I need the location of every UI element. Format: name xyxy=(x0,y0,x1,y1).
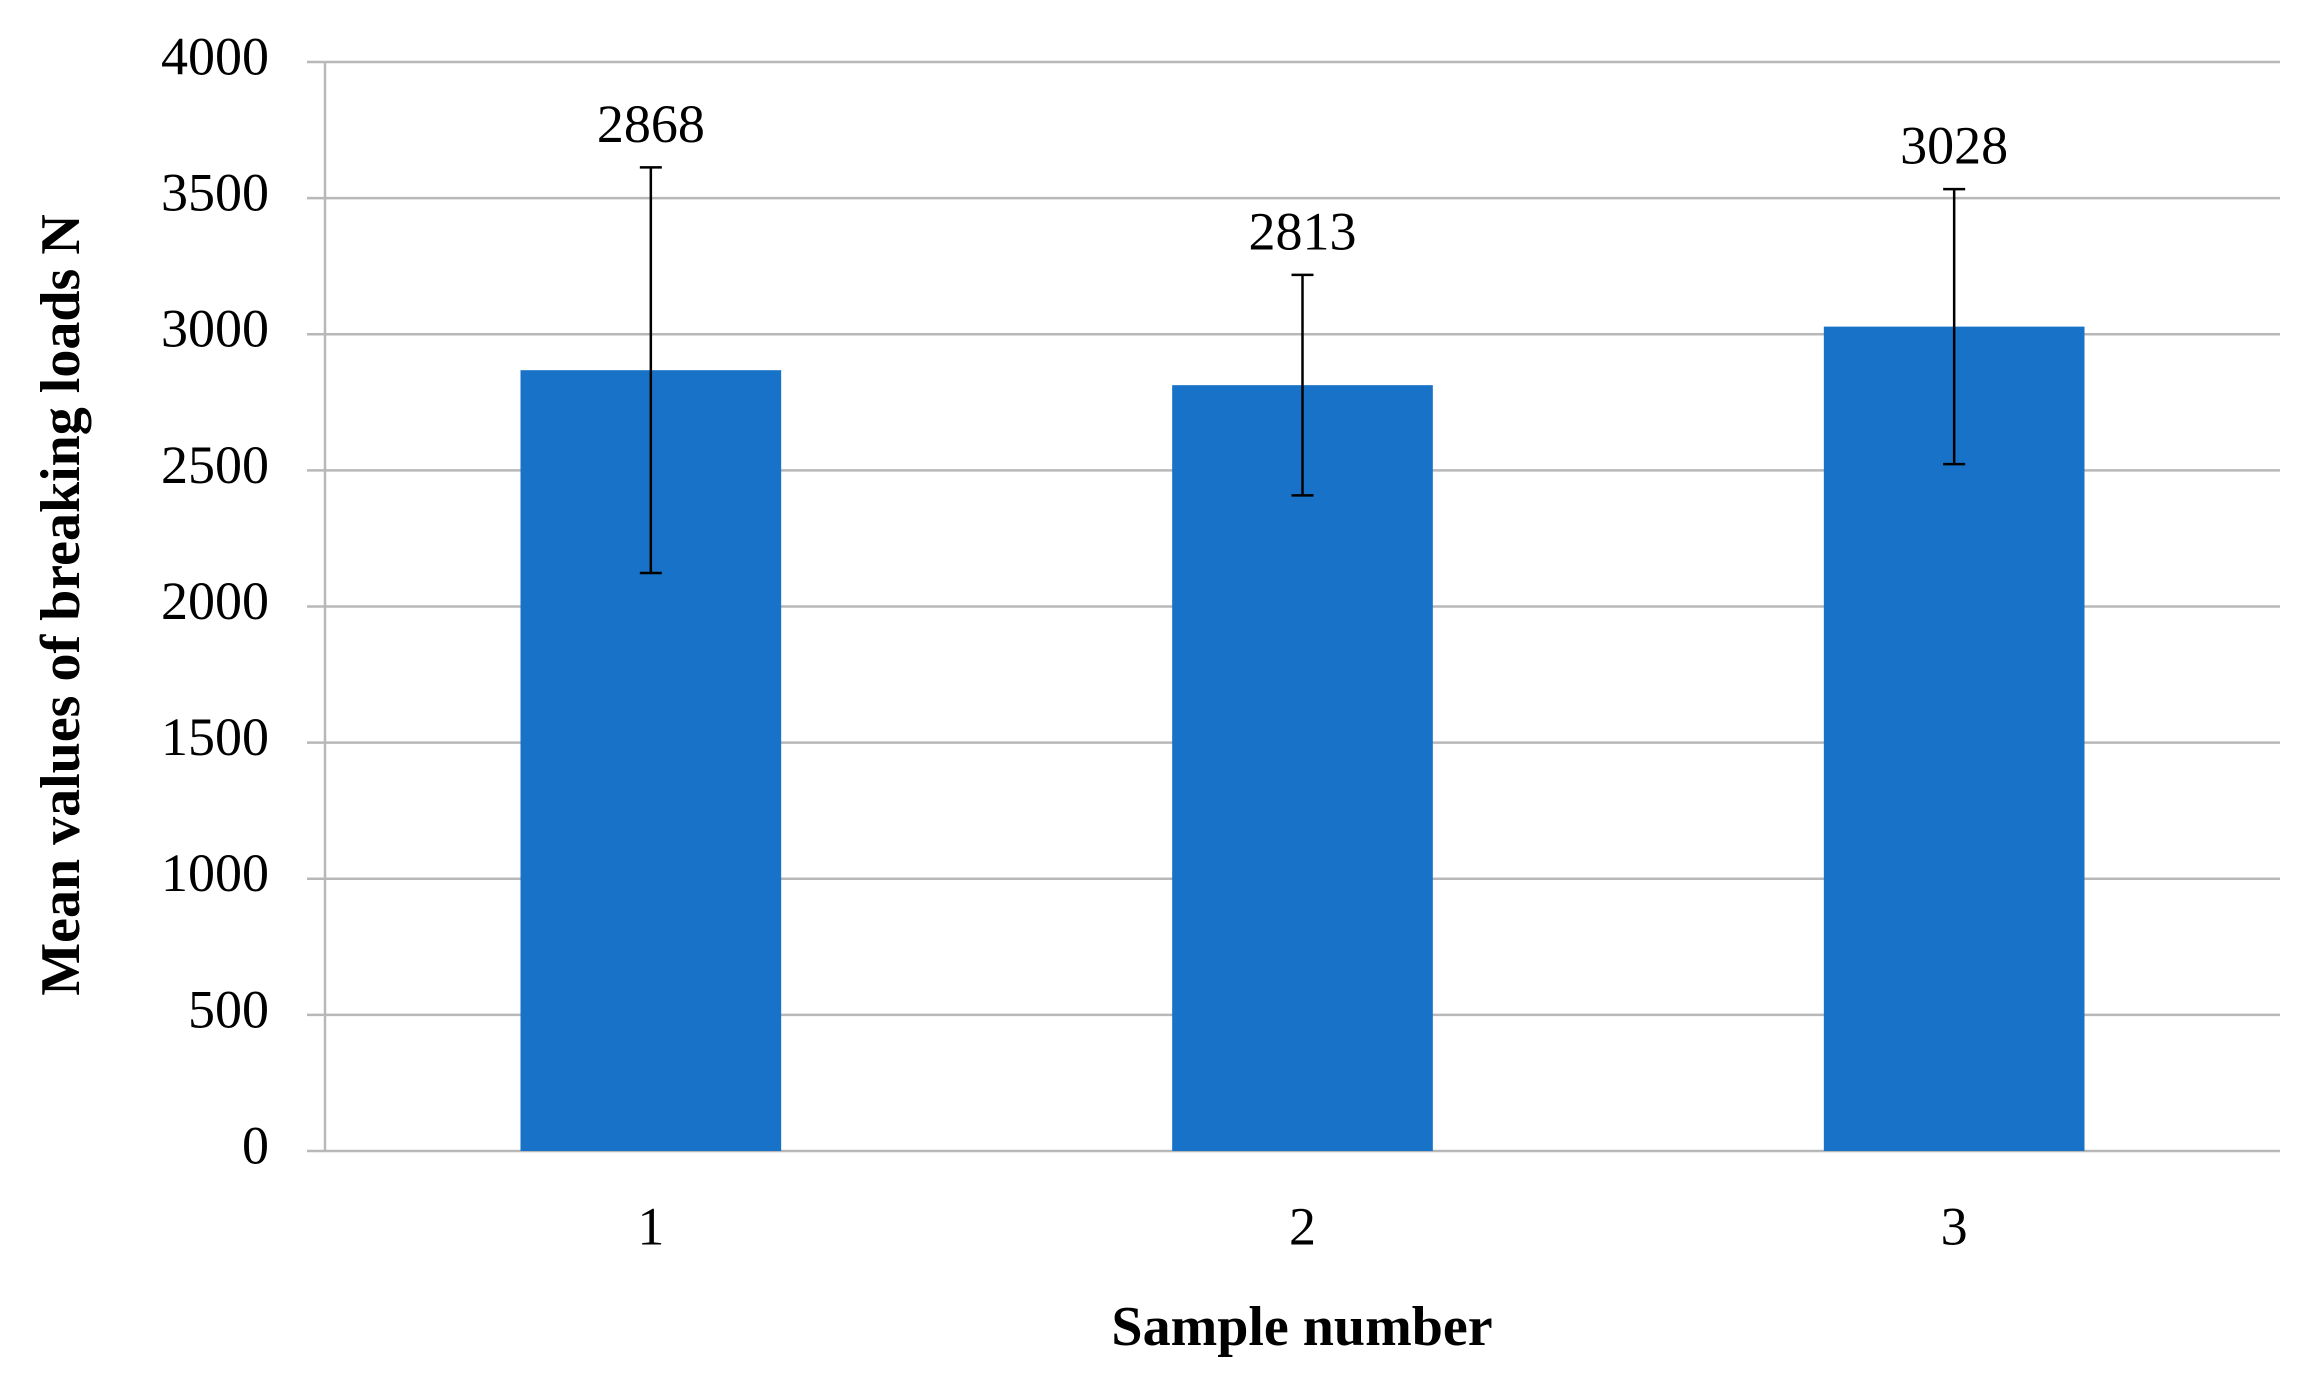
x-tick-label: 1 xyxy=(637,1196,664,1256)
data-label: 2868 xyxy=(597,94,705,154)
x-tick-label: 2 xyxy=(1289,1196,1316,1256)
y-axis-title: Mean values of breaking loads N xyxy=(30,214,92,995)
bar xyxy=(1172,385,1433,1151)
y-tick-label: 0 xyxy=(242,1115,269,1175)
y-tick-label: 500 xyxy=(188,979,269,1039)
y-tick-label: 1000 xyxy=(161,843,269,903)
x-tick-label: 3 xyxy=(1941,1196,1968,1256)
data-label: 3028 xyxy=(1900,116,2008,176)
y-tick-label: 2000 xyxy=(161,571,269,631)
x-axis-title: Sample number xyxy=(1111,1296,1492,1358)
y-tick-label: 1500 xyxy=(161,707,269,767)
y-tick-label: 2500 xyxy=(161,435,269,495)
data-label: 2813 xyxy=(1249,201,1357,261)
y-tick-label: 3000 xyxy=(161,299,269,359)
y-tick-label: 4000 xyxy=(161,26,269,86)
y-tick-label: 3500 xyxy=(161,163,269,223)
